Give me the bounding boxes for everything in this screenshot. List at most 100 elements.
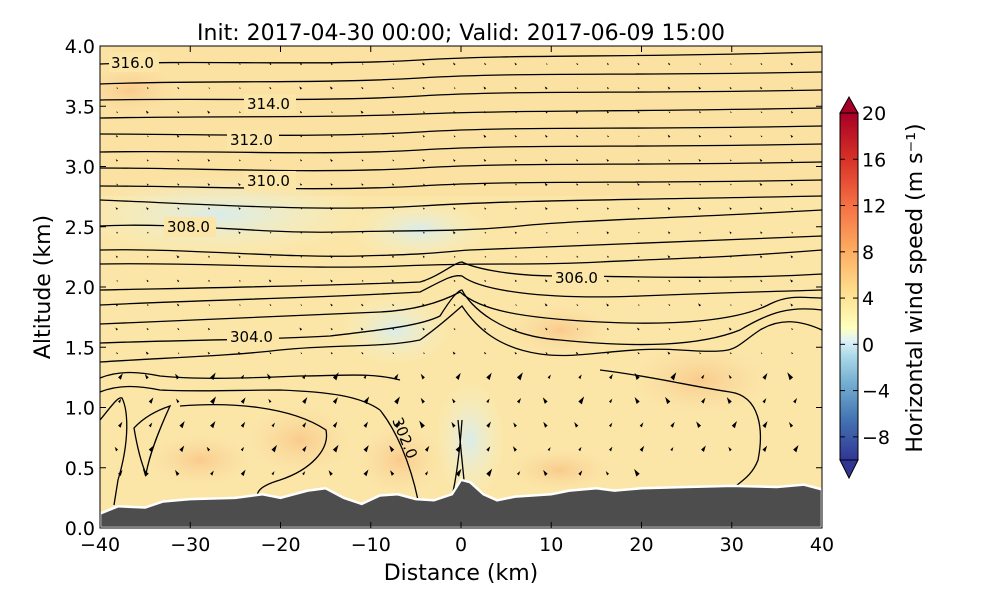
- wind-vector: [606, 62, 610, 66]
- wind-vector: [302, 471, 306, 476]
- x-tick-label: −40: [80, 534, 120, 556]
- contour-line: [100, 143, 822, 154]
- x-tick-label: 10: [539, 534, 563, 556]
- wind-vector: [146, 303, 149, 306]
- wind-vector: [606, 231, 610, 235]
- wind-vector: [361, 303, 364, 307]
- wind-vector: [578, 446, 582, 452]
- wind-vector: [544, 158, 548, 162]
- wind-vector: [544, 303, 548, 307]
- wind-vector: [574, 421, 579, 428]
- wind-vector: [453, 303, 456, 307]
- wind-vector: [239, 111, 241, 114]
- wind-vector: [239, 279, 241, 282]
- wind-vector: [513, 422, 517, 428]
- wind-vector: [698, 86, 702, 90]
- wind-vector: [637, 183, 640, 186]
- wind-vector: [605, 470, 610, 476]
- wind-vector: [762, 373, 768, 380]
- wind-vector: [240, 374, 245, 380]
- wind-vector: [114, 446, 119, 452]
- wind-vector: [731, 421, 737, 429]
- wind-vector: [637, 327, 640, 331]
- wind-vector: [544, 182, 548, 187]
- wind-vector: [424, 445, 430, 452]
- wind-vector: [793, 444, 799, 453]
- wind-vector: [762, 398, 767, 404]
- wind-vector: [790, 62, 794, 66]
- wind-vector: [483, 182, 487, 187]
- wind-vector: [391, 110, 395, 114]
- wind-vector: [208, 255, 211, 258]
- wind-vector: [729, 207, 732, 210]
- wind-vector: [486, 421, 491, 428]
- wind-vector: [790, 303, 794, 307]
- wind-vector: [484, 62, 487, 66]
- wind-vector: [606, 327, 610, 331]
- contour-label: 308.0: [167, 218, 210, 236]
- wind-vector: [455, 372, 461, 380]
- wind-vector: [118, 398, 122, 404]
- wind-vector: [146, 87, 149, 90]
- wind-vector: [207, 351, 211, 355]
- y-tick-label: 0.0: [65, 518, 95, 540]
- wind-vector: [115, 207, 119, 210]
- wind-vector: [177, 110, 180, 114]
- wind-vector: [576, 255, 579, 258]
- wind-vector: [115, 303, 119, 307]
- wind-vector: [144, 374, 149, 380]
- contour-label: 310.0: [247, 172, 290, 190]
- wind-vector: [787, 372, 794, 381]
- wind-vector: [665, 396, 671, 405]
- wind-vector: [394, 421, 400, 429]
- wind-vector: [606, 158, 610, 162]
- wind-vector: [576, 159, 579, 162]
- wind-vector: [668, 279, 671, 283]
- wind-vector: [514, 134, 517, 138]
- wind-vector: [451, 398, 456, 404]
- wind-vector: [116, 87, 119, 89]
- wind-vector: [698, 134, 702, 138]
- wind-vector: [177, 62, 180, 66]
- wind-vector: [701, 397, 706, 404]
- wind-vector: [300, 352, 303, 355]
- wind-vector: [422, 86, 425, 90]
- wind-vector: [760, 328, 763, 331]
- wind-vector: [300, 280, 303, 282]
- wind-vector: [790, 183, 794, 186]
- wind-vector: [788, 421, 794, 428]
- wind-vector: [699, 255, 702, 258]
- colorbar-tick-label: 16: [862, 149, 886, 171]
- wind-vector: [576, 134, 579, 138]
- wind-vector: [516, 470, 521, 476]
- wind-vector: [576, 207, 579, 210]
- wind-vector: [760, 352, 763, 355]
- wind-vector: [177, 352, 180, 355]
- contour-line: [100, 107, 822, 119]
- wind-vector: [210, 396, 217, 405]
- wind-vector: [177, 159, 180, 162]
- wind-vector: [453, 279, 456, 282]
- wind-vector: [793, 398, 798, 404]
- wind-vector: [332, 372, 339, 381]
- wind-vector: [238, 207, 241, 210]
- wind-vector: [790, 134, 794, 138]
- wind-vector: [514, 86, 517, 90]
- wind-vector: [453, 110, 456, 114]
- wind-vector: [176, 255, 180, 259]
- y-tick-label: 2.5: [65, 217, 95, 239]
- colorbar-tick-label: 0: [862, 334, 874, 356]
- wind-vector: [207, 327, 211, 331]
- wind-vector: [146, 279, 149, 283]
- wind-vector: [667, 86, 671, 90]
- wind-vector: [300, 231, 303, 234]
- wind-vector: [394, 396, 400, 405]
- wind-vector: [330, 183, 333, 186]
- wind-vector: [637, 255, 640, 258]
- contour-line: [100, 371, 401, 381]
- contour-line: [100, 71, 822, 85]
- x-tick-label: 40: [810, 534, 834, 556]
- wind-vector: [547, 374, 551, 380]
- colorbar-tick-label: −8: [862, 427, 890, 449]
- wind-vector: [422, 255, 425, 259]
